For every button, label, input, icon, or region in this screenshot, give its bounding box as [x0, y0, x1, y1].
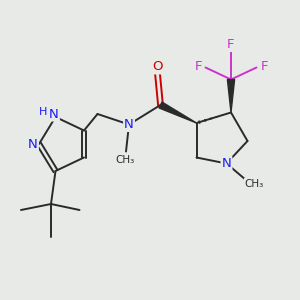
Polygon shape — [159, 102, 196, 123]
Text: O: O — [152, 60, 163, 74]
Text: N: N — [49, 107, 59, 121]
Polygon shape — [227, 80, 235, 112]
Text: F: F — [260, 59, 268, 73]
Text: CH₃: CH₃ — [245, 178, 264, 189]
Text: N: N — [124, 118, 134, 131]
Text: CH₃: CH₃ — [115, 155, 134, 165]
Text: H: H — [39, 106, 48, 117]
Text: F: F — [227, 38, 235, 51]
Text: N: N — [28, 137, 38, 151]
Text: F: F — [194, 59, 202, 73]
Text: N: N — [222, 157, 231, 170]
